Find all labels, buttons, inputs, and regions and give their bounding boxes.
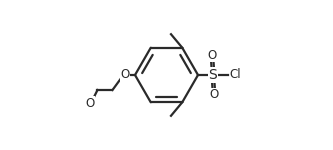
Text: O: O: [209, 88, 218, 101]
Text: O: O: [85, 97, 95, 110]
Text: Cl: Cl: [229, 69, 241, 81]
Text: O: O: [121, 69, 130, 81]
Text: S: S: [209, 68, 217, 82]
Text: O: O: [207, 49, 217, 62]
